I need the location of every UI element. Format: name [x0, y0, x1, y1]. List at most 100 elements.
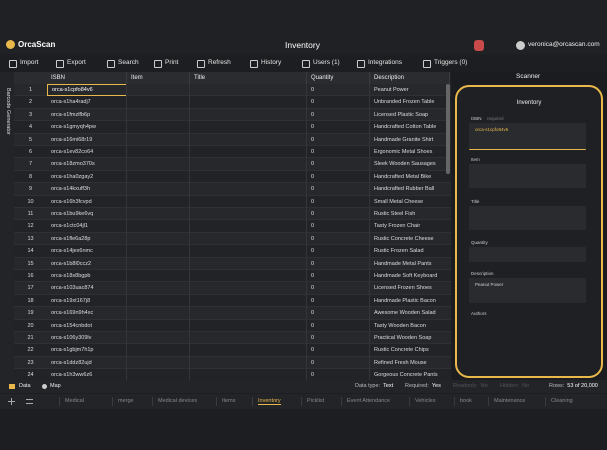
field-input[interactable] [469, 278, 586, 303]
cell-description[interactable]: Rustic Steel Fish [374, 211, 416, 217]
cell-quantity[interactable]: 0 [311, 186, 315, 193]
cell-isbn[interactable]: orca-s1fmzlfb6p [51, 111, 91, 118]
cell-description[interactable]: Sleek Wooden Sausages [374, 161, 436, 168]
cell-quantity[interactable]: 0 [311, 372, 315, 379]
tab[interactable]: Inventory [258, 398, 281, 405]
cell-isbn[interactable]: orca-s1fle6a28p [51, 235, 91, 242]
cell-isbn[interactable]: orca-s1bu9ke6vq [51, 211, 94, 217]
cell-description[interactable]: Rustic Concrete Chips [374, 347, 429, 354]
cell-isbn[interactable]: orca-s1ctc04jl1 [51, 223, 88, 230]
cell-quantity[interactable]: 0 [311, 273, 315, 279]
cell-description[interactable]: Rustic Frozen Salad [374, 248, 424, 255]
cell-description[interactable]: Gorgeous Concrete Pants [374, 372, 438, 379]
toolbar-button[interactable]: Import [20, 59, 39, 66]
cell-isbn[interactable]: orca-s1ha4radj7 [51, 99, 91, 106]
cell-isbn[interactable]: orca-s1ha0zgay2 [51, 173, 94, 180]
cell-description[interactable]: Refined Fresh Mouse [374, 359, 427, 366]
cell-description[interactable]: Licensed Plastic Soap [374, 111, 429, 118]
cell-isbn[interactable]: orca-s106y309lv [51, 335, 92, 341]
cell-quantity[interactable]: 0 [311, 322, 315, 329]
cell-isbn[interactable]: orca-s1cpfo84v6 [47, 84, 127, 97]
column-header[interactable]: ISBN [47, 72, 127, 84]
cell-isbn[interactable]: orca-s1b8l0ccz2 [51, 260, 92, 267]
cell-quantity[interactable]: 0 [311, 173, 315, 180]
cell-quantity[interactable]: 0 [311, 111, 315, 118]
cell-description[interactable]: Handmade Soft Keyboard [374, 273, 438, 279]
cell-description[interactable]: Handcrafted Metal Bike [374, 173, 432, 180]
toolbar-button[interactable]: Search [118, 59, 139, 66]
cell-description[interactable]: Unbranded Frozen Table [374, 99, 435, 106]
field-input[interactable] [469, 164, 586, 188]
view-data[interactable]: Data [19, 383, 31, 389]
toolbar-button[interactable]: Refresh [208, 59, 231, 66]
cell-isbn[interactable]: orca-s16mi68r19 [51, 136, 93, 143]
cell-isbn[interactable]: orca-s14jex6nmc [51, 248, 93, 255]
cell-quantity[interactable]: 0 [311, 124, 315, 131]
cell-isbn[interactable]: orca-s14kxuff3h [51, 186, 91, 193]
cell-description[interactable]: Licensed Frozen Shoes [374, 285, 432, 292]
tab[interactable]: Items [222, 398, 236, 404]
cell-quantity[interactable]: 0 [311, 198, 315, 205]
column-header[interactable]: Description [370, 72, 450, 84]
cell-isbn[interactable]: orca-s18s8bgpb [51, 273, 91, 279]
cell-isbn[interactable]: orca-s19xt167j8 [51, 297, 91, 304]
cell-isbn[interactable]: orca-s1ev82co64 [51, 149, 94, 155]
cell-quantity[interactable]: 0 [311, 235, 315, 242]
cell-quantity[interactable]: 0 [311, 359, 315, 366]
cell-description[interactable]: Rustic Concrete Cheese [374, 235, 434, 242]
toolbar-button[interactable]: Users (1) [313, 59, 340, 66]
cell-quantity[interactable]: 0 [311, 310, 315, 317]
cell-quantity[interactable]: 0 [311, 297, 315, 304]
cell-isbn[interactable]: orca-s1ddz82ujd [51, 359, 92, 366]
cell-description[interactable]: Small Metal Cheese [374, 198, 424, 205]
toolbar-button[interactable]: Integrations [368, 59, 402, 66]
cell-description[interactable]: Awesome Wooden Salad [374, 310, 436, 317]
field-input[interactable] [469, 123, 586, 150]
column-header[interactable]: Quantity [307, 72, 370, 84]
toolbar-button[interactable]: Print [165, 59, 179, 66]
tab[interactable]: merge [118, 398, 134, 404]
cell-quantity[interactable]: 0 [311, 99, 315, 106]
cell-description[interactable]: Peanut Power [374, 87, 409, 93]
cell-isbn[interactable]: orca-s154cnbdot [51, 322, 92, 329]
cell-quantity[interactable]: 0 [311, 87, 315, 93]
toolbar-button[interactable]: Triggers (0) [434, 59, 468, 66]
cell-description[interactable]: Tasty Wooden Bacon [374, 322, 426, 329]
logo[interactable]: OrcaScan [18, 40, 56, 49]
cell-description[interactable]: Handmade Granite Shirt [374, 136, 434, 143]
cell-quantity[interactable]: 0 [311, 347, 315, 354]
toolbar-button[interactable]: History [261, 59, 282, 66]
view-map[interactable]: Map [50, 383, 61, 389]
cell-quantity[interactable]: 0 [311, 211, 315, 217]
field-input[interactable] [469, 206, 586, 230]
cell-isbn[interactable]: orca-s103uac874 [51, 285, 94, 292]
cell-description[interactable]: Handcrafted Cotton Table [374, 124, 437, 131]
user-email[interactable]: veronica@orcascan.com [528, 41, 600, 48]
cell-isbn[interactable]: orca-s1gmyqh4pw [51, 124, 96, 131]
tab[interactable]: Medical devices [158, 398, 198, 404]
cell-description[interactable]: Handmade Plastic Bacon [374, 297, 436, 304]
tab[interactable]: book [460, 398, 472, 404]
cell-isbn[interactable]: orca-s169n9h4xc [51, 310, 94, 317]
cell-description[interactable]: Practical Wooden Soap [374, 335, 432, 341]
cell-isbn[interactable]: orca-s16h3fcvpd [51, 198, 92, 205]
tab[interactable]: Picklist [307, 398, 325, 404]
cell-isbn[interactable]: orca-s1h3ww6z6 [51, 372, 93, 379]
field-input[interactable] [469, 247, 586, 262]
cell-quantity[interactable]: 0 [311, 260, 315, 267]
cell-description[interactable]: Tasty Frozen Chair [374, 223, 421, 230]
tab[interactable]: Event Attendance [347, 398, 391, 404]
cell-isbn[interactable]: orca-s18zmo370s [51, 161, 95, 168]
cell-quantity[interactable]: 0 [311, 149, 315, 155]
cell-isbn[interactable]: orca-s1gbjm7h1p [51, 347, 94, 354]
toolbar-button[interactable]: Export [67, 59, 86, 66]
cell-description[interactable]: Ergonomic Metal Shoes [374, 149, 433, 155]
cell-quantity[interactable]: 0 [311, 223, 315, 230]
tab[interactable]: Medical [65, 398, 84, 404]
column-header[interactable]: Title [190, 72, 307, 84]
side-label[interactable]: Barcode Generator [5, 88, 11, 135]
cell-quantity[interactable]: 0 [311, 335, 315, 341]
column-header[interactable]: Item [127, 72, 190, 84]
cell-quantity[interactable]: 0 [311, 248, 315, 255]
cell-quantity[interactable]: 0 [311, 136, 315, 143]
